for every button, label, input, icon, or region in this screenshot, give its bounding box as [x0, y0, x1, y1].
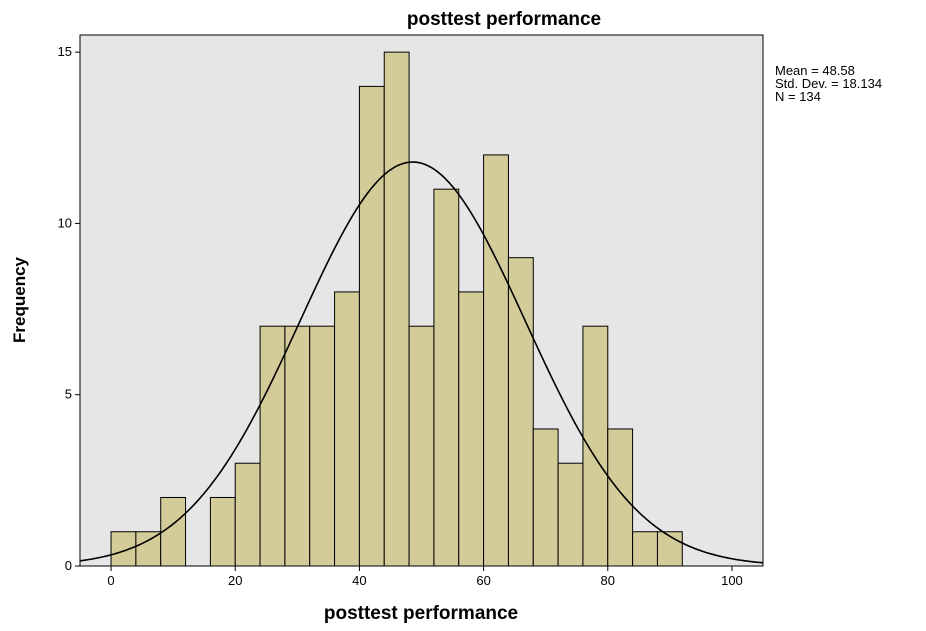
histogram-bar	[284, 325, 311, 567]
histogram-bar	[383, 51, 410, 567]
normal-curve	[79, 161, 764, 564]
y-tick-label: 10	[58, 215, 72, 230]
histogram-bar	[309, 325, 336, 567]
bars-group	[110, 51, 683, 567]
histogram-bar	[433, 188, 460, 567]
histogram-bar	[160, 496, 187, 567]
stat-mean: Mean = 48.58	[775, 63, 855, 78]
histogram-bar	[110, 531, 137, 567]
histogram-bar	[532, 428, 559, 567]
histogram-bar	[358, 85, 385, 567]
histogram-bar	[607, 428, 634, 567]
x-axis: 0 20 40 60 80 100	[107, 566, 743, 588]
x-tick-label: 20	[228, 573, 242, 588]
histogram-bar	[334, 291, 360, 567]
histogram-bar	[632, 531, 658, 567]
histogram-bar	[483, 154, 509, 567]
histogram-bar	[582, 325, 609, 567]
histogram-bar	[557, 462, 584, 567]
chart-title: posttest performance	[407, 9, 601, 30]
x-tick-label: 80	[601, 573, 615, 588]
x-axis-label: posttest performance	[324, 603, 518, 624]
y-tick-label: 0	[65, 558, 72, 573]
histogram-bar	[507, 257, 534, 567]
y-axis-label: Frequency	[10, 256, 29, 343]
histogram-bar	[259, 325, 286, 567]
stat-std-dev: Std. Dev. = 18.134	[775, 76, 882, 91]
x-tick-label: 60	[476, 573, 490, 588]
stats-box: Mean = 48.58 Std. Dev. = 18.134 N = 134	[775, 63, 882, 104]
x-tick-label: 0	[107, 573, 114, 588]
histogram-bar	[656, 531, 683, 567]
y-tick-label: 15	[58, 44, 72, 59]
histogram-bar	[458, 291, 485, 567]
y-axis: 0 5 10 15	[58, 44, 80, 573]
x-tick-label: 40	[352, 573, 366, 588]
histogram-bar	[408, 325, 435, 567]
y-tick-label: 5	[65, 387, 72, 402]
histogram-bar	[234, 462, 261, 567]
x-tick-label: 100	[721, 573, 743, 588]
histogram-bar	[209, 496, 236, 567]
histogram-bar	[135, 531, 162, 567]
stat-n: N = 134	[775, 89, 821, 104]
